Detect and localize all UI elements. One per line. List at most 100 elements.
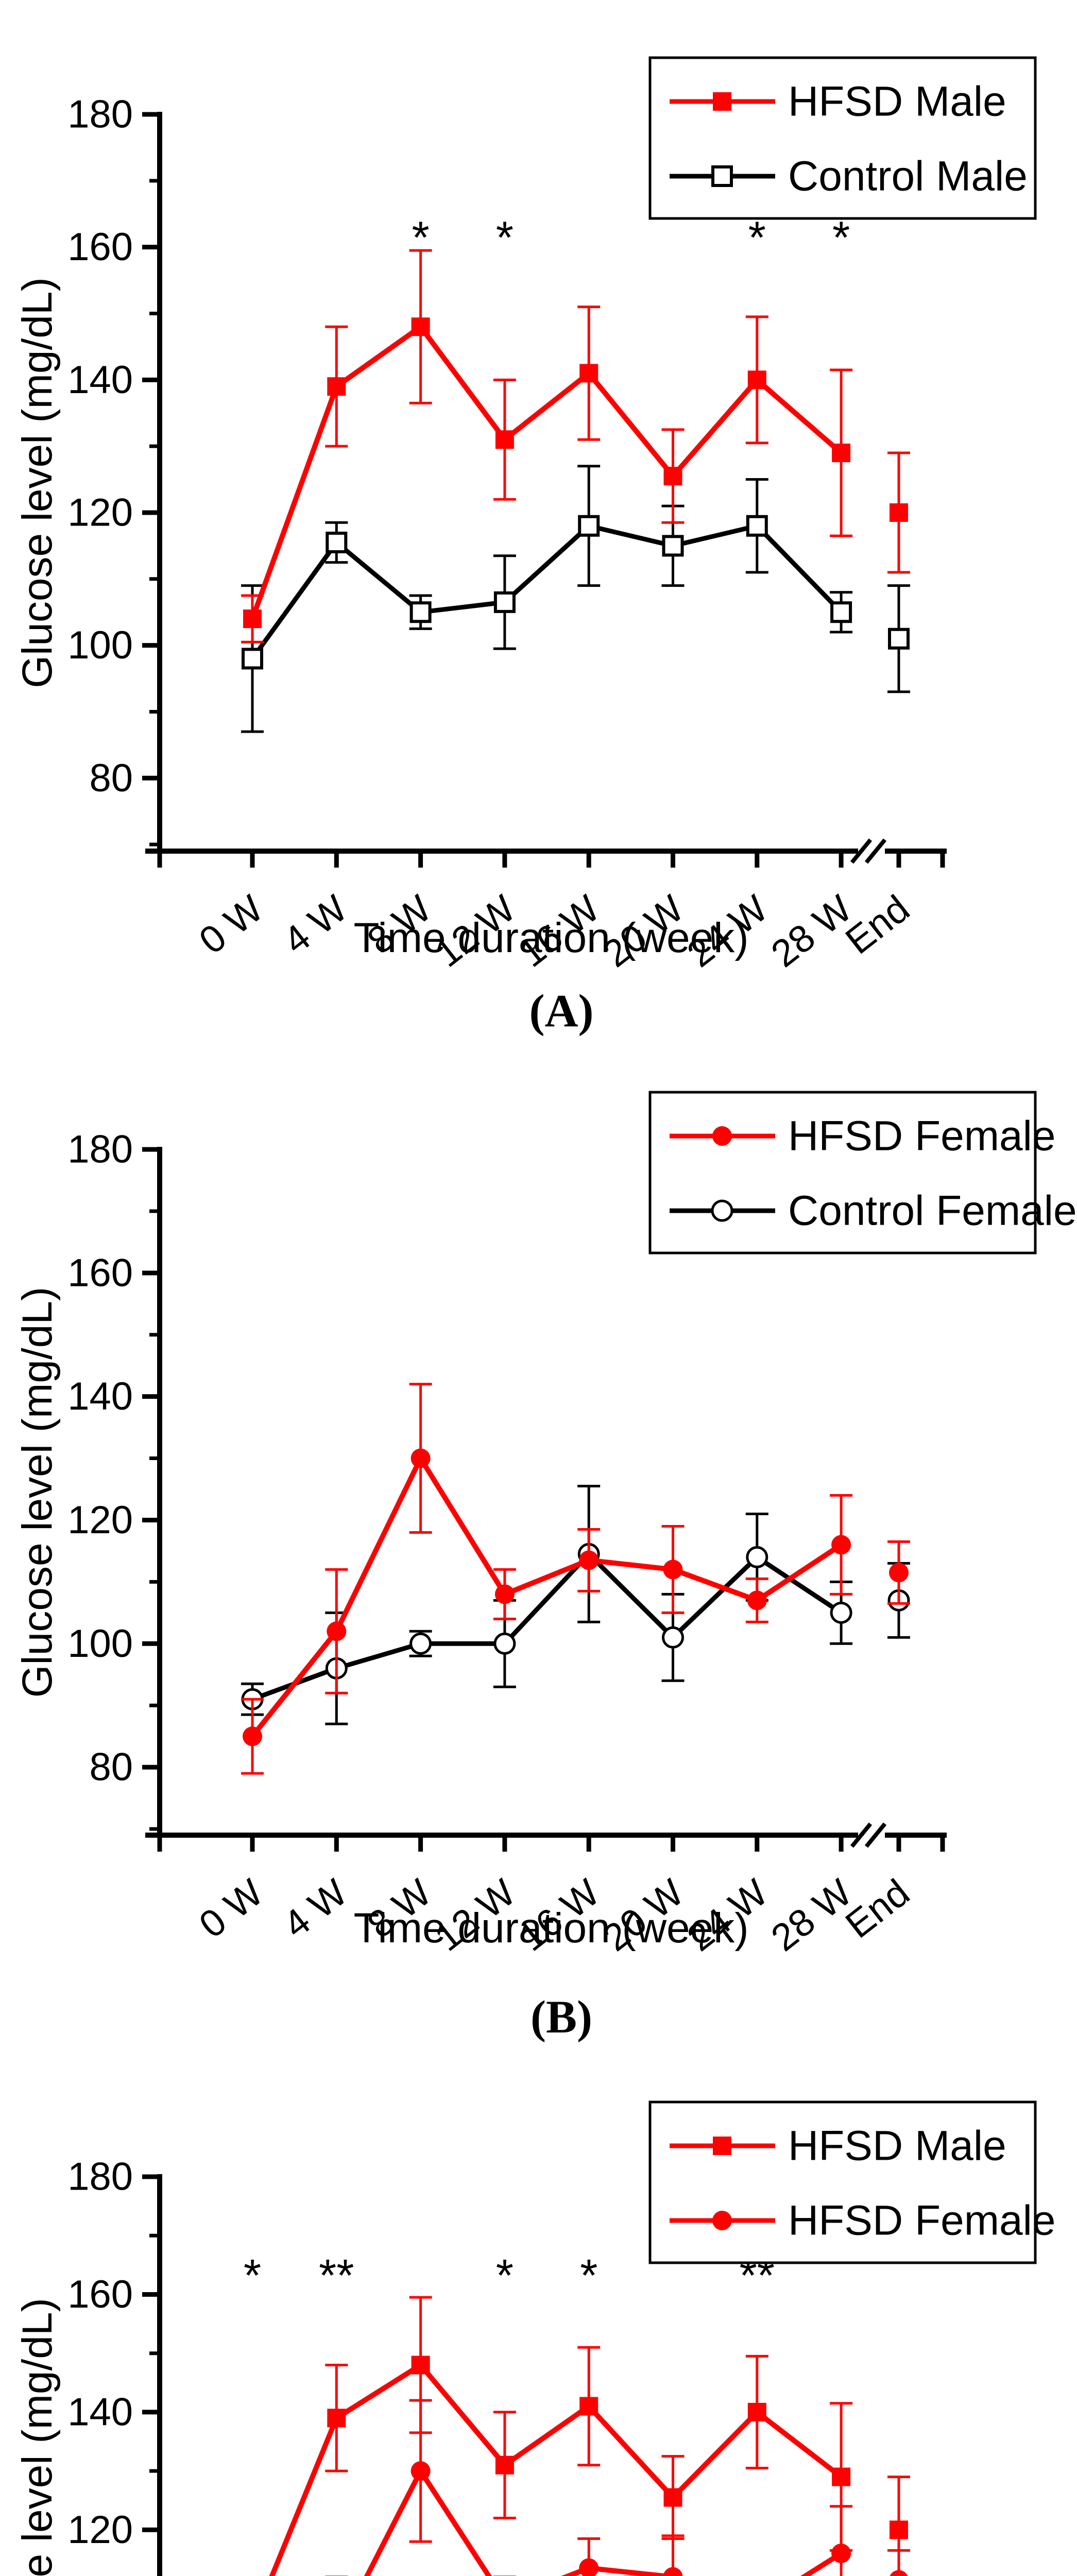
significance-asterisk: ** [319, 2249, 354, 2300]
open-circle-marker [493, 1632, 516, 1655]
open-square-marker [888, 628, 910, 650]
y-tick-label: 140 [67, 358, 133, 402]
y-tick-label: 80 [89, 756, 133, 800]
y-tick-label: 160 [67, 225, 133, 269]
filled-circle-marker [494, 1584, 515, 1604]
legend-entry: HFSD Male [670, 2123, 1006, 2170]
filled-circle-marker [411, 2461, 431, 2481]
series-hfsd-male [241, 249, 910, 643]
filled-circle-marker [663, 1560, 683, 1580]
y-tick-label: 120 [67, 490, 133, 534]
legend-label: Control Female [788, 1188, 1077, 1234]
y-tick-label: 180 [67, 93, 133, 137]
legend-entry: Control Female [670, 1188, 1077, 1234]
filled-square-marker [411, 317, 430, 336]
open-square-marker [830, 601, 852, 623]
y-tick-label: 100 [67, 1622, 133, 1666]
y-tick-label: 140 [67, 1375, 133, 1418]
y-tick-label: 120 [67, 1498, 133, 1542]
legend-entry: HFSD Female [670, 1113, 1055, 1160]
open-square-marker [578, 515, 600, 537]
significance-asterisk: * [580, 2249, 597, 2300]
filled-square-marker [890, 503, 908, 522]
significance-asterisk: * [832, 212, 850, 263]
open-circle-marker [662, 1626, 684, 1649]
y-tick-label: 160 [67, 2273, 133, 2316]
y-axis-title: Glucose level (mg/dL) [14, 277, 61, 688]
filled-square-marker [579, 364, 599, 383]
y-tick-label: 100 [67, 623, 133, 667]
x-axis-title: Time duration (week) [353, 914, 748, 961]
filled-square-marker [327, 377, 346, 396]
y-tick-label: 80 [89, 1745, 133, 1789]
filled-circle-marker [663, 2567, 683, 2576]
filled-square-marker [713, 92, 731, 111]
legend-label: HFSD Male [788, 2123, 1006, 2170]
legend-label: HFSD Female [788, 1113, 1055, 1160]
series-line [250, 523, 843, 660]
filled-square-marker [243, 609, 262, 629]
legend-label: HFSD Male [788, 78, 1006, 125]
series-control-male [241, 465, 910, 733]
legend-box [648, 56, 1037, 220]
legend-box [648, 1091, 1037, 1255]
filled-square-marker [832, 444, 851, 463]
x-axis-title: Time duration (week) [353, 1905, 748, 1952]
axis-break-slash [850, 1822, 873, 1848]
legend: HFSD Male Control Male [648, 56, 1037, 220]
filled-circle-marker [831, 2544, 851, 2564]
filled-circle-marker [579, 1550, 599, 1570]
significance-asterisk: * [496, 2249, 514, 2300]
filled-square-marker [890, 2520, 908, 2539]
filled-circle-marker [712, 1126, 732, 1146]
open-square-marker [409, 601, 432, 623]
filled-circle-marker [712, 2211, 732, 2230]
filled-square-marker [495, 430, 514, 449]
open-circle-marker [830, 1601, 852, 1624]
filled-circle-marker [327, 1621, 347, 1641]
axis-break-slash [864, 1822, 887, 1848]
filled-square-marker [327, 2409, 346, 2428]
y-tick-label: 120 [67, 2508, 133, 2552]
series-line [250, 1453, 843, 1738]
legend-box [648, 2100, 1037, 2264]
panel-letter: (A) [529, 986, 594, 1037]
panel-letter: (B) [531, 1992, 592, 2043]
open-square-marker [662, 535, 684, 557]
axis-break-slash [864, 838, 887, 864]
filled-circle-marker [243, 1726, 262, 1747]
open-square-marker [326, 531, 348, 553]
legend-entry: HFSD Female [670, 2197, 1055, 2244]
open-square-marker [746, 515, 768, 537]
significance-asterisk: * [412, 212, 429, 263]
series-line [251, 1550, 843, 1702]
significance-asterisk: * [496, 212, 514, 263]
filled-square-marker [747, 370, 766, 389]
filled-square-marker [832, 2467, 851, 2486]
legend-label: HFSD Female [788, 2197, 1055, 2244]
axis-break-slash [850, 838, 873, 864]
filled-circle-marker [411, 1448, 431, 1468]
y-tick-label: 160 [67, 1251, 133, 1295]
open-square-marker [242, 648, 263, 670]
filled-circle-marker [579, 2558, 599, 2576]
open-circle-marker [409, 1632, 432, 1655]
legend: HFSD Female Control Female [648, 1091, 1077, 1255]
filled-square-marker [663, 2488, 682, 2507]
legend-entry: Control Male [670, 153, 1028, 200]
legend-entry: HFSD Male [670, 78, 1006, 125]
significance-asterisk: * [244, 2249, 261, 2300]
series-hfsd-male [269, 2296, 910, 2576]
filled-square-marker [713, 2137, 731, 2155]
y-axis-title: Glucose level (mg/dL) [14, 2298, 61, 2576]
filled-square-marker [663, 467, 682, 486]
legend: HFSD Male HFSD Female [648, 2100, 1055, 2264]
